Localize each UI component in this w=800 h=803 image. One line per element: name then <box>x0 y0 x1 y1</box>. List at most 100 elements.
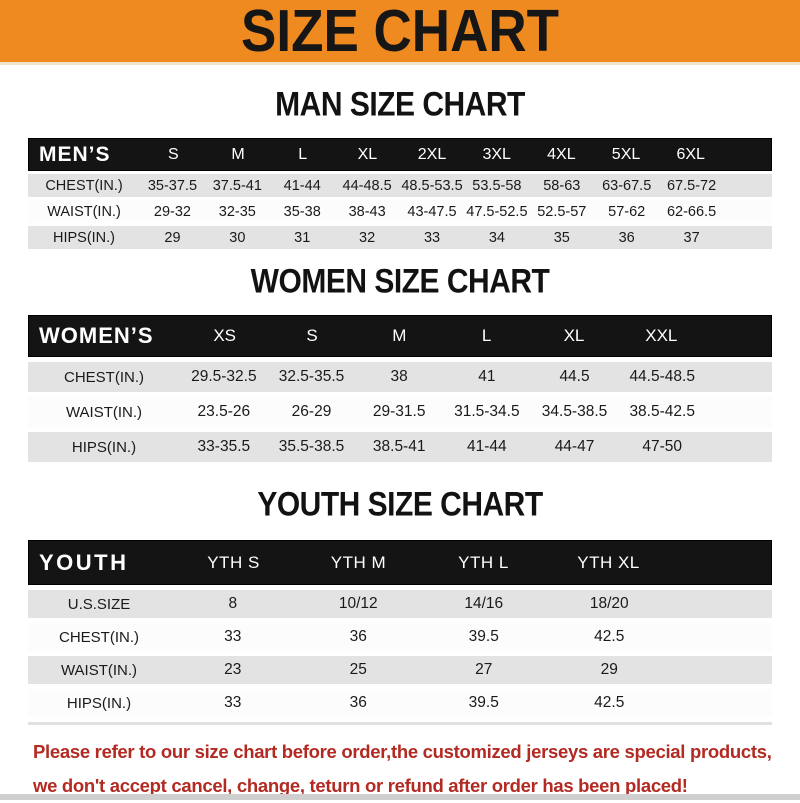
size-cell: 31.5-34.5 <box>454 403 520 420</box>
women-table-title: WOMEN’S <box>39 323 154 348</box>
size-cell: 35-37.5 <box>147 177 198 194</box>
row-label: HIPS(IN.) <box>71 438 137 456</box>
size-cell: 33 <box>224 628 242 645</box>
size-cell: 36 <box>618 229 635 246</box>
size-cell: 53.5-58 <box>472 177 522 194</box>
size-cell: 29-31.5 <box>372 403 426 420</box>
men-size-table: MEN’S S M L XL 2XL 3XL 4XL 5XL 6XL CHEST… <box>28 138 772 249</box>
men-row-waist: WAIST(IN.) 29-32 32-35 35-38 38-43 43-47… <box>28 200 772 223</box>
men-col-header: 4XL <box>547 145 576 163</box>
women-row-chest: CHEST(IN.) 29.5-32.5 32.5-35.5 38 41 44.… <box>28 362 772 392</box>
size-cell: 67.5-72 <box>666 177 717 194</box>
size-cell: 29-32 <box>153 203 191 220</box>
youth-row-chest: CHEST(IN.) 33 36 39.5 42.5 <box>28 623 772 651</box>
size-cell: 41-44 <box>283 177 321 194</box>
youth-table-header-row: YOUTH YTH S YTH M YTH L YTH XL <box>28 540 772 585</box>
size-cell: 18/20 <box>589 595 629 612</box>
size-cell: 33 <box>423 229 441 246</box>
men-col-header: S <box>168 145 179 163</box>
youth-row-waist: WAIST(IN.) 23 25 27 29 <box>28 656 772 684</box>
women-row-waist: WAIST(IN.) 23.5-26 26-29 29-31.5 31.5-34… <box>28 397 772 427</box>
youth-col-header: YTH L <box>458 552 509 572</box>
size-cell: 41 <box>478 368 496 385</box>
men-col-header: 5XL <box>611 145 641 163</box>
women-col-header: S <box>306 326 318 345</box>
men-col-header: 2XL <box>417 145 447 163</box>
row-label: WAIST(IN.) <box>47 203 121 220</box>
men-row-chest: CHEST(IN.) 35-37.5 37.5-41 41-44 44-48.5… <box>28 174 772 197</box>
size-cell: 26-29 <box>291 403 332 420</box>
size-cell: 63-67.5 <box>602 177 652 194</box>
size-cell: 44.5-48.5 <box>629 368 695 385</box>
size-cell: 37 <box>683 229 700 246</box>
size-cell: 52.5-57 <box>537 203 587 220</box>
size-cell: 43-47.5 <box>407 203 457 220</box>
youth-col-header: YTH S <box>207 552 260 572</box>
size-cell: 62-66.5 <box>666 203 717 220</box>
size-cell: 38.5-42.5 <box>629 403 695 420</box>
size-cell: 41-44 <box>467 438 507 455</box>
size-cell: 48.5-53.5 <box>401 177 463 194</box>
row-label: CHEST(IN.) <box>64 368 144 386</box>
size-cell: 47.5-52.5 <box>466 203 528 220</box>
size-cell: 30 <box>229 229 246 246</box>
men-table-title: MEN’S <box>39 142 111 166</box>
youth-size-table: YOUTH YTH S YTH M YTH L YTH XL U.S.SIZE … <box>28 540 772 725</box>
row-label: HIPS(IN.) <box>66 694 132 712</box>
size-cell: 32 <box>359 229 376 246</box>
size-cell: 29.5-32.5 <box>191 368 257 385</box>
size-cell: 44-47 <box>554 438 595 455</box>
women-size-table: WOMEN’S XS S M L XL XXL CHEST(IN.) 29.5-… <box>28 315 772 462</box>
size-cell: 10/12 <box>338 595 378 612</box>
size-cell: 23 <box>224 661 242 678</box>
women-col-header: L <box>481 326 492 345</box>
size-cell: 31 <box>294 229 311 246</box>
men-col-header: 3XL <box>482 145 511 163</box>
size-cell: 44.5 <box>559 368 590 385</box>
size-cell: 44-48.5 <box>342 177 392 194</box>
row-label: CHEST(IN.) <box>59 628 139 646</box>
size-cell: 35.5-38.5 <box>278 438 345 455</box>
man-section-heading: MAN SIZE CHART <box>275 85 525 124</box>
table-end-divider <box>28 722 772 725</box>
size-cell: 35-38 <box>283 203 321 220</box>
size-cell: 37.5-41 <box>212 177 262 194</box>
size-cell: 39.5 <box>468 694 499 711</box>
size-cell: 25 <box>349 661 367 678</box>
women-section-heading: WOMEN SIZE CHART <box>250 262 550 301</box>
bottom-edge-strip <box>0 794 800 800</box>
size-cell: 32-35 <box>218 203 256 220</box>
disclaimer-line-2: we don't accept cancel, change, teturn o… <box>33 775 688 796</box>
size-cell: 38.5-41 <box>372 438 426 455</box>
size-cell: 29 <box>164 229 181 246</box>
size-cell: 36 <box>349 628 367 645</box>
size-cell: 38 <box>390 368 408 385</box>
men-col-header: 6XL <box>676 145 705 163</box>
women-row-hips: HIPS(IN.) 33-35.5 35.5-38.5 38.5-41 41-4… <box>28 432 772 462</box>
youth-col-header: YTH XL <box>577 552 640 572</box>
men-row-hips: HIPS(IN.) 29 30 31 32 33 34 35 36 37 <box>28 226 772 249</box>
order-disclaimer: Please refer to our size chart before or… <box>0 735 800 803</box>
row-label: HIPS(IN.) <box>52 229 116 246</box>
size-cell: 42.5 <box>594 694 625 711</box>
size-cell: 42.5 <box>594 628 625 645</box>
size-cell: 34.5-38.5 <box>541 403 608 420</box>
youth-table-title: YOUTH <box>39 549 129 575</box>
size-cell: 27 <box>475 661 493 678</box>
size-cell: 38-43 <box>348 203 386 220</box>
men-table-header-row: MEN’S S M L XL 2XL 3XL 4XL 5XL 6XL <box>28 138 772 171</box>
row-label: CHEST(IN.) <box>45 177 123 194</box>
women-col-header: M <box>392 326 407 345</box>
youth-row-hips: HIPS(IN.) 33 36 39.5 42.5 <box>28 689 772 717</box>
men-col-header: XL <box>357 145 378 163</box>
size-cell: 47-50 <box>642 438 683 455</box>
size-cell: 8 <box>228 595 238 612</box>
size-cell: 33-35.5 <box>197 438 251 455</box>
size-cell: 39.5 <box>468 628 499 645</box>
size-chart-banner: SIZE CHART <box>0 0 800 65</box>
size-cell: 29 <box>600 661 618 678</box>
size-cell: 34 <box>488 229 505 246</box>
women-col-header: XL <box>563 326 585 345</box>
size-cell: 32.5-35.5 <box>278 368 345 385</box>
disclaimer-line-1: Please refer to our size chart before or… <box>33 741 772 762</box>
